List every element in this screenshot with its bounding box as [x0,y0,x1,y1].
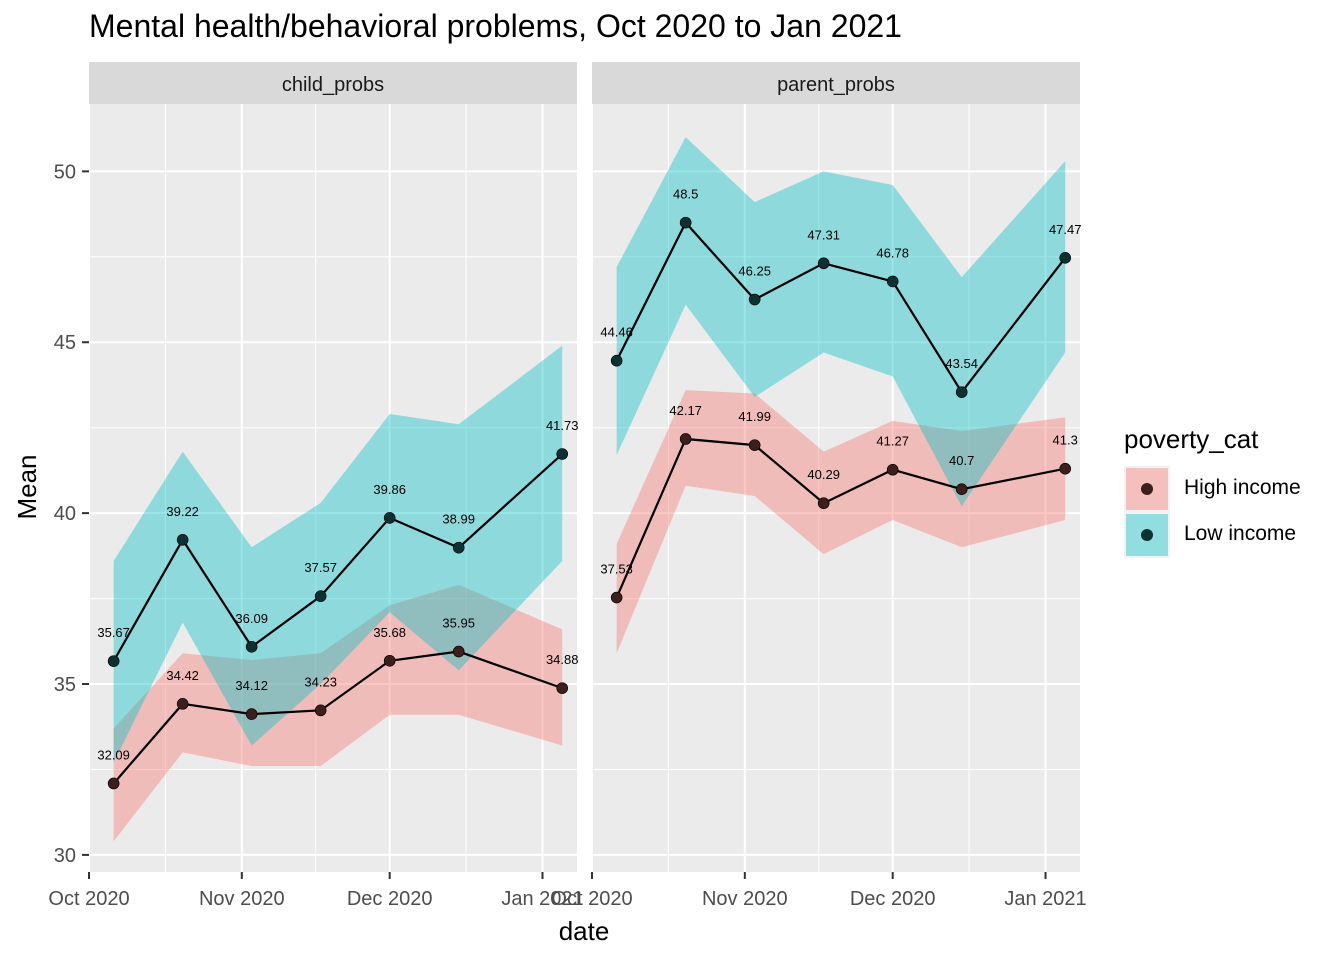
data-point-high-income [314,704,327,717]
y-tick-label: 30 [54,845,76,867]
data-label-low-income: 36.09 [235,611,268,626]
x-tick-label: Nov 2020 [702,888,788,910]
data-point-high-income [610,591,623,604]
panel-child-probs: 32.09 34.42 34.12 34.23 35.68 35.95 34.88 35.67… [48,62,584,910]
legend-key-high-income [1124,466,1170,512]
legend-key-low-income [1124,512,1170,558]
confidence-ribbon-high-income [616,390,1066,654]
data-point-low-income [679,216,692,229]
facet-strip [592,62,1080,104]
facet-strip-label: child_probs [282,74,384,96]
data-label-low-income: 35.67 [97,625,130,640]
panel-background [592,103,1080,872]
data-point-high-income [817,497,830,510]
data-label-low-income: 43.54 [945,356,978,371]
facet-strip-label: parent_probs [777,74,895,96]
x-tick-label: Dec 2020 [850,888,936,910]
legend-point-low-income [1141,529,1153,541]
data-point-low-income [107,655,120,667]
data-point-low-income [245,640,258,653]
data-label-high-income: 35.95 [442,616,475,631]
y-tick-label: 45 [54,332,76,354]
data-point-high-income [245,708,258,720]
y-tick-label: 40 [54,503,76,525]
data-label-high-income: 32.09 [97,747,130,762]
confidence-ribbon-high-income [113,584,563,842]
data-point-high-income [1059,462,1072,475]
data-point-low-income [1059,252,1072,264]
x-tick-label: Nov 2020 [199,888,285,910]
x-tick-label: Jan 2021 [501,888,583,910]
data-label-high-income: 40.29 [807,467,840,482]
data-point-high-income [452,645,465,658]
data-label-low-income: 47.47 [1049,222,1082,237]
data-label-low-income: 37.57 [304,560,337,575]
data-point-high-income [886,463,899,476]
legend-item-low-income: Low income [1124,512,1344,558]
data-point-low-income [314,590,327,602]
data-label-low-income: 39.86 [373,482,406,497]
data-point-low-income [748,293,761,306]
legend-point-high-income [1141,483,1153,495]
data-point-low-income [955,386,968,398]
x-tick-label: Jan 2021 [1004,888,1086,910]
facet-strip [89,62,577,104]
data-label-high-income: 37.53 [600,562,633,577]
y-tick-label: 50 [54,161,76,183]
x-tick-label: Oct 2020 [48,888,129,910]
data-point-high-income [556,682,569,694]
data-label-high-income: 34.88 [546,652,579,667]
data-point-high-income [955,483,968,496]
data-label-low-income: 39.22 [166,504,199,519]
data-point-high-income [176,698,189,710]
data-label-high-income: 41.27 [876,434,909,449]
data-label-high-income: 34.12 [235,678,268,693]
x-tick-label: Oct 2020 [551,888,632,910]
panel-parent-probs: 37.53 42.17 41.99 40.29 41.27 40.7 41.3 44.46 48… [551,62,1087,910]
chart-title: Mental health/behavioral problems, Oct 2… [89,8,902,44]
data-point-low-income [610,354,623,367]
data-point-high-income [107,777,120,790]
data-label-low-income: 46.78 [876,245,909,260]
confidence-ribbon-low-income [113,345,563,763]
data-point-high-income [679,433,692,445]
data-point-high-income [383,654,396,667]
data-label-low-income: 38.99 [442,512,475,527]
data-label-high-income: 41.3 [1053,433,1078,448]
data-point-low-income [886,275,899,288]
data-label-high-income: 34.42 [166,668,199,683]
data-label-high-income: 34.23 [304,674,337,689]
data-point-low-income [556,448,569,460]
data-label-high-income: 42.17 [669,403,702,418]
data-label-low-income: 47.31 [807,227,840,242]
y-axis-title: Mean [12,454,42,519]
legend-label-high-income: High income [1184,476,1301,499]
data-point-low-income [817,257,830,270]
data-label-high-income: 40.7 [949,453,974,468]
data-label-low-income: 44.46 [600,325,633,340]
data-point-low-income [383,512,396,524]
legend-title: poverty_cat [1124,424,1259,454]
x-axis-title: date [559,916,610,946]
confidence-ribbon-low-income [616,137,1066,507]
data-point-low-income [176,533,189,546]
data-label-high-income: 41.99 [738,409,771,424]
data-point-high-income [748,439,761,451]
data-point-low-income [452,541,465,554]
x-tick-label: Dec 2020 [347,888,433,910]
y-tick-label: 35 [54,674,76,696]
data-label-high-income: 35.68 [373,625,406,640]
panel-background [89,103,577,872]
legend-item-high-income: High income [1124,466,1344,512]
data-label-low-income: 48.5 [673,187,698,202]
data-label-low-income: 41.73 [546,418,579,433]
legend-label-low-income: Low income [1184,522,1297,545]
data-label-low-income: 46.25 [738,264,771,279]
